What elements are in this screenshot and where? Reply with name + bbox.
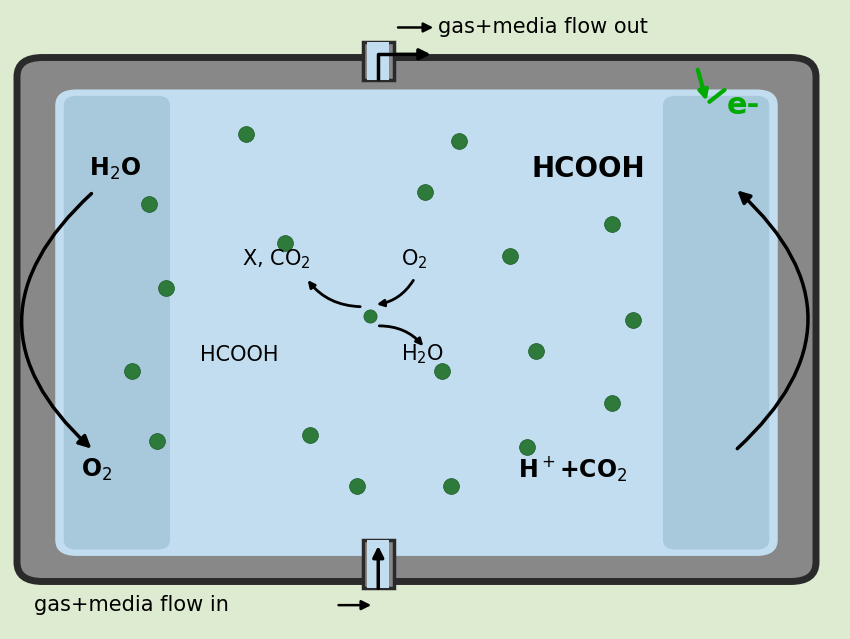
Point xyxy=(303,429,317,440)
Text: e-: e- xyxy=(727,91,760,120)
Point xyxy=(529,346,542,357)
Text: HCOOH: HCOOH xyxy=(531,155,645,183)
Text: H$_2$O: H$_2$O xyxy=(89,156,141,183)
Point xyxy=(626,314,640,325)
Point xyxy=(363,311,377,321)
Point xyxy=(150,436,164,446)
Point xyxy=(520,442,534,452)
Bar xyxy=(363,540,394,588)
Text: H$^+$+CO$_2$: H$^+$+CO$_2$ xyxy=(518,455,628,484)
Text: HCOOH: HCOOH xyxy=(200,344,278,365)
Text: H$_2$O: H$_2$O xyxy=(401,343,445,366)
Text: O$_2$: O$_2$ xyxy=(81,456,112,483)
FancyBboxPatch shape xyxy=(17,58,816,581)
Point xyxy=(503,250,517,261)
FancyBboxPatch shape xyxy=(663,96,769,550)
Point xyxy=(350,481,364,491)
Point xyxy=(435,366,449,376)
Point xyxy=(159,282,173,293)
Point xyxy=(418,187,432,197)
FancyBboxPatch shape xyxy=(64,96,170,550)
Text: gas+media flow in: gas+media flow in xyxy=(34,595,229,615)
Bar xyxy=(367,42,389,80)
Point xyxy=(125,366,139,376)
Bar xyxy=(367,540,389,588)
Bar xyxy=(363,42,394,80)
Point xyxy=(605,219,619,229)
FancyBboxPatch shape xyxy=(55,89,778,556)
Point xyxy=(444,481,457,491)
Text: O$_2$: O$_2$ xyxy=(401,247,428,270)
Point xyxy=(605,397,619,408)
Point xyxy=(278,238,292,248)
Point xyxy=(240,129,253,139)
Text: X, CO$_2$: X, CO$_2$ xyxy=(242,247,311,270)
Point xyxy=(142,199,156,210)
Text: gas+media flow out: gas+media flow out xyxy=(438,17,648,38)
Point xyxy=(452,135,466,146)
